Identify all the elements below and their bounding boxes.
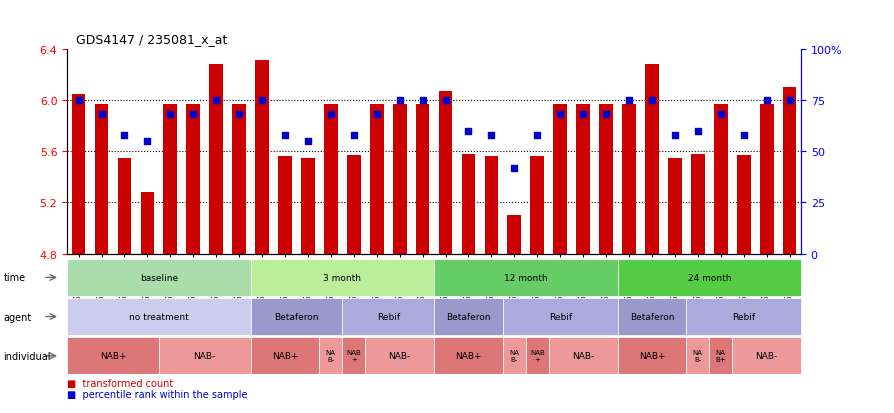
Point bbox=[644, 97, 658, 104]
Point bbox=[690, 128, 704, 135]
Bar bbox=[117, 158, 131, 254]
Text: 3 month: 3 month bbox=[323, 273, 361, 282]
Bar bbox=[690, 154, 704, 254]
Point bbox=[576, 112, 590, 118]
Text: 24 month: 24 month bbox=[687, 273, 730, 282]
Text: NAB
+: NAB + bbox=[529, 349, 544, 363]
Point bbox=[529, 132, 544, 139]
Point bbox=[736, 132, 750, 139]
Bar bbox=[415, 104, 429, 254]
Text: Rebif: Rebif bbox=[548, 312, 571, 321]
Text: NA
B-: NA B- bbox=[325, 349, 335, 363]
Text: no treatment: no treatment bbox=[129, 312, 189, 321]
Bar bbox=[209, 65, 223, 254]
Bar bbox=[186, 104, 200, 254]
Text: NA
B+: NA B+ bbox=[714, 349, 725, 363]
Point bbox=[713, 112, 727, 118]
Point bbox=[346, 132, 360, 139]
Point bbox=[460, 128, 475, 135]
Bar bbox=[278, 157, 291, 254]
Bar bbox=[255, 61, 268, 254]
Text: individual: individual bbox=[4, 351, 51, 361]
Bar bbox=[759, 104, 772, 254]
Point bbox=[72, 97, 86, 104]
Point bbox=[255, 97, 269, 104]
Point bbox=[186, 112, 200, 118]
Bar bbox=[392, 104, 406, 254]
Point bbox=[484, 132, 498, 139]
Point bbox=[140, 138, 155, 145]
Bar bbox=[552, 104, 567, 254]
Point bbox=[324, 112, 338, 118]
Bar bbox=[484, 157, 498, 254]
Bar bbox=[645, 65, 658, 254]
Bar bbox=[164, 104, 177, 254]
Point bbox=[163, 112, 177, 118]
Bar bbox=[530, 157, 544, 254]
Bar bbox=[713, 104, 727, 254]
Text: agent: agent bbox=[4, 312, 32, 322]
Text: NAB-: NAB- bbox=[571, 351, 594, 361]
Point bbox=[369, 112, 384, 118]
Bar bbox=[621, 104, 635, 254]
Text: 12 month: 12 month bbox=[503, 273, 547, 282]
Point bbox=[392, 97, 407, 104]
Text: NA
B-: NA B- bbox=[509, 349, 519, 363]
Text: GDS4147 / 235081_x_at: GDS4147 / 235081_x_at bbox=[76, 33, 227, 45]
Point bbox=[759, 97, 773, 104]
Text: Rebif: Rebif bbox=[731, 312, 755, 321]
Bar bbox=[507, 216, 520, 254]
Bar bbox=[369, 104, 384, 254]
Text: ■  transformed count: ■ transformed count bbox=[67, 378, 173, 388]
Text: time: time bbox=[4, 273, 26, 283]
Point bbox=[415, 97, 429, 104]
Text: NAB+: NAB+ bbox=[455, 351, 481, 361]
Bar bbox=[300, 158, 315, 254]
Point bbox=[438, 97, 452, 104]
Text: Betaferon: Betaferon bbox=[274, 312, 318, 321]
Bar bbox=[324, 104, 337, 254]
Text: baseline: baseline bbox=[139, 273, 178, 282]
Text: NA
B-: NA B- bbox=[692, 349, 702, 363]
Text: NAB-: NAB- bbox=[388, 351, 410, 361]
Bar bbox=[461, 154, 475, 254]
Text: Rebif: Rebif bbox=[376, 312, 400, 321]
Bar bbox=[667, 158, 681, 254]
Text: Betaferon: Betaferon bbox=[629, 312, 673, 321]
Bar bbox=[347, 156, 360, 254]
Bar bbox=[72, 94, 85, 254]
Point bbox=[209, 97, 224, 104]
Point bbox=[781, 97, 796, 104]
Point bbox=[232, 112, 246, 118]
Text: NAB+: NAB+ bbox=[99, 351, 126, 361]
Point bbox=[621, 97, 636, 104]
Point bbox=[117, 132, 131, 139]
Text: NAB
+: NAB + bbox=[346, 349, 361, 363]
Text: ■  percentile rank within the sample: ■ percentile rank within the sample bbox=[67, 389, 248, 399]
Bar bbox=[95, 104, 108, 254]
Point bbox=[598, 112, 612, 118]
Bar bbox=[576, 104, 589, 254]
Text: NAB-: NAB- bbox=[193, 351, 215, 361]
Bar bbox=[736, 156, 750, 254]
Text: NAB-: NAB- bbox=[755, 351, 777, 361]
Text: NAB+: NAB+ bbox=[272, 351, 298, 361]
Bar bbox=[140, 192, 154, 254]
Point bbox=[667, 132, 681, 139]
Point bbox=[552, 112, 567, 118]
Bar bbox=[438, 92, 451, 254]
Point bbox=[277, 132, 291, 139]
Bar bbox=[232, 104, 246, 254]
Point bbox=[94, 112, 108, 118]
Text: Betaferon: Betaferon bbox=[446, 312, 490, 321]
Point bbox=[300, 138, 315, 145]
Point bbox=[507, 165, 521, 171]
Bar bbox=[599, 104, 612, 254]
Bar bbox=[781, 88, 796, 254]
Text: NAB+: NAB+ bbox=[638, 351, 664, 361]
